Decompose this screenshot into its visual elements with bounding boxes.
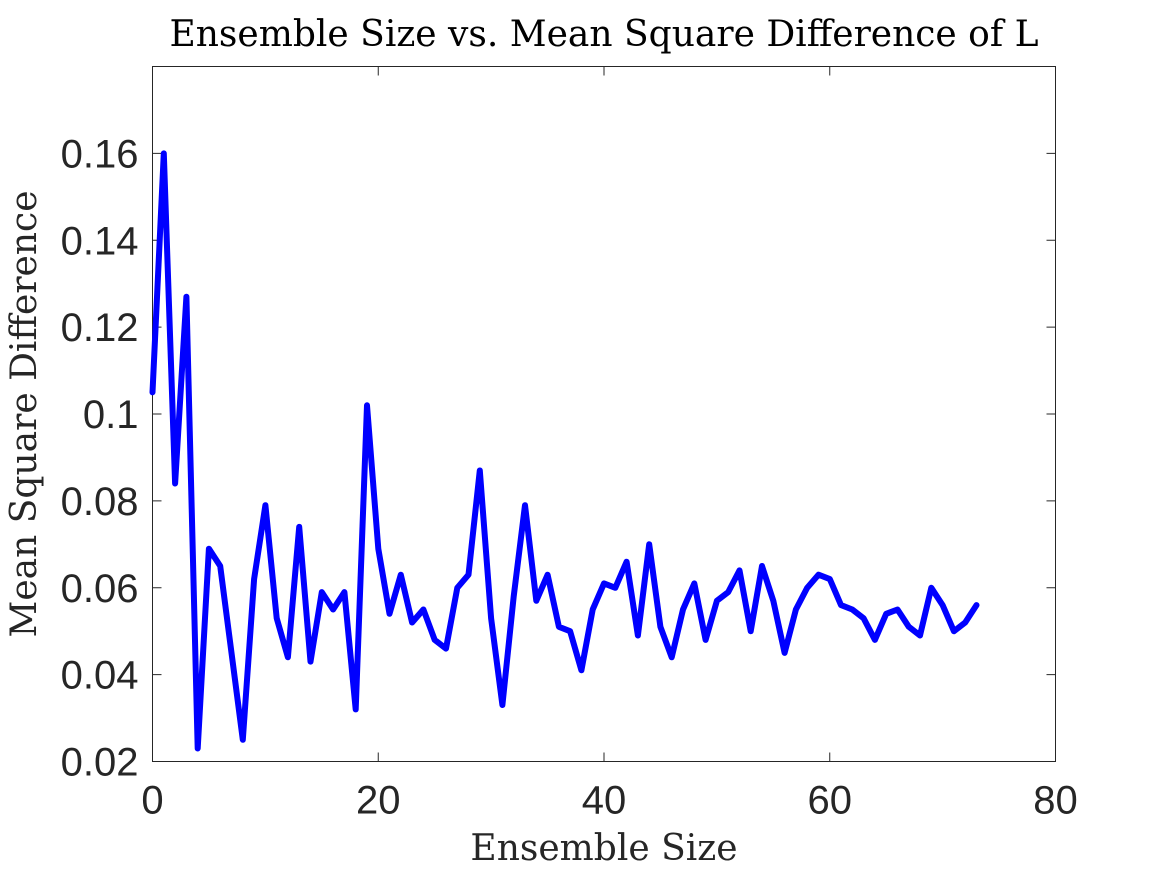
y-tick-label: 0.06 [61, 567, 139, 611]
x-tick-label: 60 [808, 779, 853, 823]
y-axis-label: Mean Square Difference [4, 191, 45, 638]
y-tick-label: 0.12 [61, 306, 139, 350]
x-tick-labels: 0 20 40 60 80 [141, 779, 1077, 823]
y-tick-label: 0.02 [61, 741, 139, 785]
x-tick-label: 20 [356, 779, 401, 823]
y-tick-label: 0.1 [83, 393, 139, 437]
x-tick-label: 80 [1033, 779, 1078, 823]
y-tick-label: 0.14 [61, 219, 139, 263]
chart-title: Ensemble Size vs. Mean Square Difference… [169, 14, 1038, 55]
plot-area [152, 66, 1056, 762]
series-line [149, 150, 980, 752]
x-axis-label: Ensemble Size [470, 828, 737, 869]
y-tick-label: 0.08 [61, 480, 139, 524]
y-tick-label: 0.16 [61, 132, 139, 176]
y-tick-labels: 0.02 0.04 0.06 0.08 0.1 0.12 0.14 0.16 [61, 132, 139, 784]
x-tick-label: 0 [141, 779, 163, 823]
x-tick-label: 40 [582, 779, 627, 823]
series-group [149, 150, 980, 752]
y-tick-label: 0.04 [61, 654, 139, 698]
